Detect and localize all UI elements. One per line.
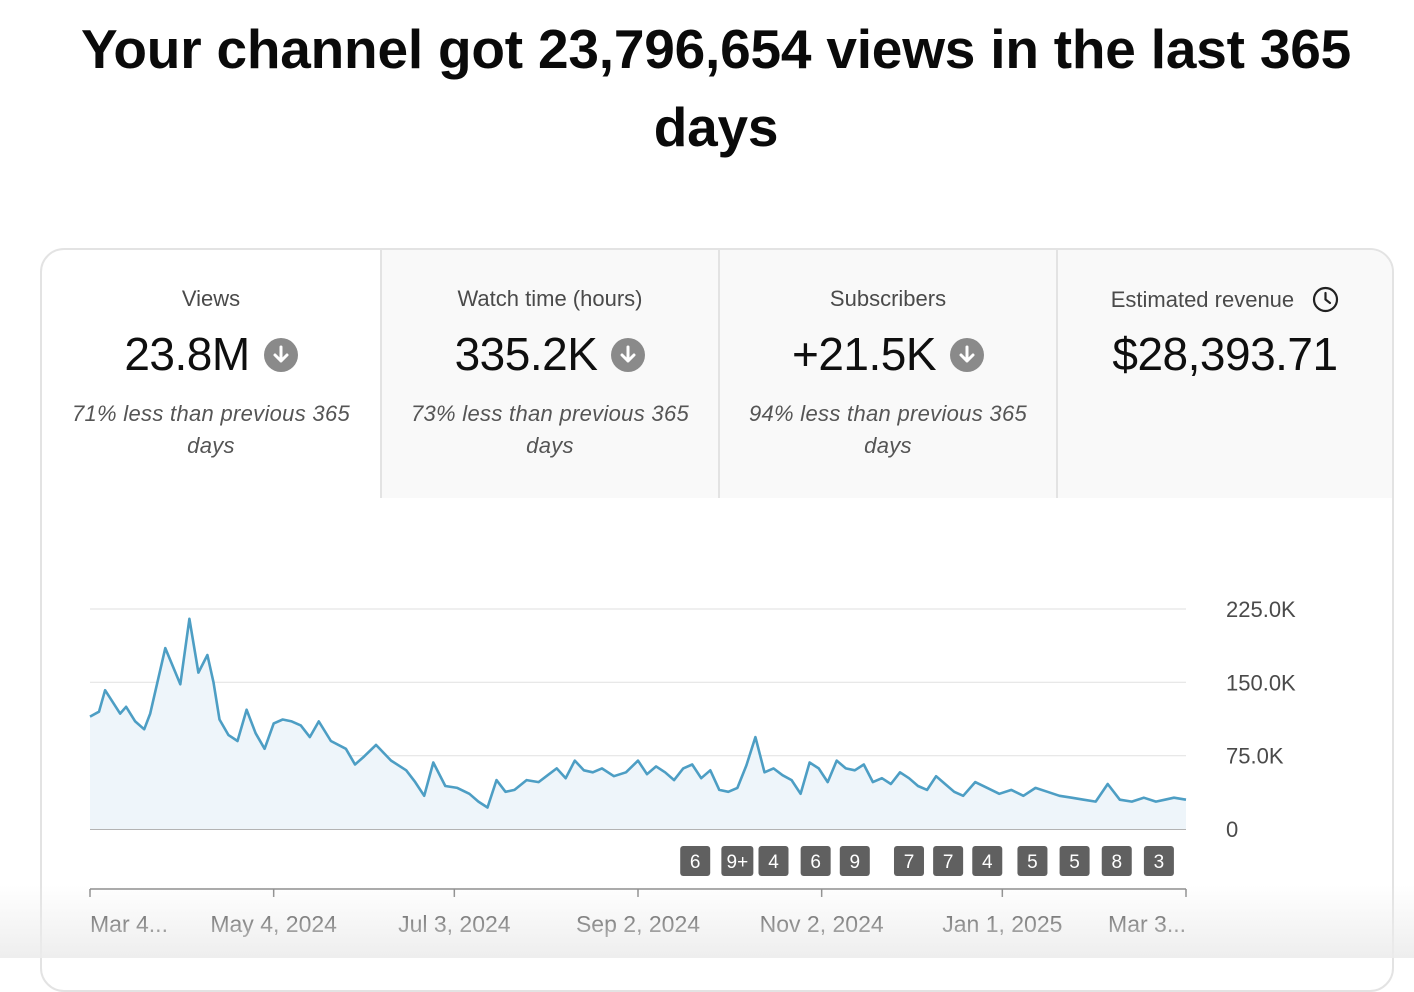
marker-box[interactable]	[721, 846, 754, 876]
x-tick-label: Sep 2, 2024	[576, 911, 700, 937]
marker-box[interactable]	[800, 846, 831, 876]
tab-watch-time-value: 335.2K	[454, 328, 598, 380]
tab-subscribers-note: 94% less than previous 365 days	[748, 401, 1028, 458]
chart-marker[interactable]: 5	[1017, 846, 1048, 876]
x-tick-label: Jul 3, 2024	[398, 911, 511, 937]
marker-label: 6	[810, 852, 821, 873]
marker-label: 5	[1027, 852, 1038, 873]
page-headline: Your channel got 23,796,654 views in the…	[81, 18, 1351, 158]
y-tick-label: 225.0K	[1226, 597, 1296, 622]
marker-label: 4	[982, 852, 993, 873]
marker-label: 9	[850, 852, 861, 873]
chart-marker[interactable]: 4	[758, 846, 789, 876]
chart-marker[interactable]: 4	[972, 846, 1003, 876]
marker-label: 5	[1069, 852, 1080, 873]
arrow-down-icon	[950, 338, 985, 372]
tab-watch-time[interactable]: Watch time (hours) 335.2K 73% less than …	[380, 250, 718, 498]
marker-box[interactable]	[1101, 846, 1132, 876]
views-line[interactable]	[89, 617, 1187, 809]
marker-label: 8	[1111, 852, 1122, 873]
marker-label: 3	[1154, 852, 1165, 873]
x-tick-label: May 4, 2024	[210, 911, 337, 937]
marker-label: 6	[690, 852, 701, 873]
tab-subscribers-label: Subscribers	[829, 286, 947, 311]
chart-marker[interactable]: 3	[1143, 846, 1174, 876]
tab-views-note: 71% less than previous 365 days	[71, 401, 351, 458]
marker-box[interactable]	[1143, 846, 1174, 876]
tab-subscribers-value: +21.5K	[791, 328, 937, 380]
chart-marker[interactable]: 6	[680, 846, 711, 876]
chart-marker[interactable]: 8	[1101, 846, 1132, 876]
tab-estimated-revenue[interactable]: Estimated revenue $28,393.71	[1056, 250, 1392, 498]
metric-tabs: Views 23.8M 71% less than previous 365 d…	[42, 250, 1392, 498]
marker-label: 7	[904, 852, 915, 873]
clock-icon[interactable]	[1312, 286, 1339, 319]
x-tick-label: Jan 1, 2025	[942, 911, 1062, 937]
marker-box[interactable]	[1059, 846, 1090, 876]
marker-box[interactable]	[933, 846, 964, 876]
chart-marker[interactable]: 9+	[721, 846, 754, 876]
tab-views-label: Views	[181, 286, 241, 311]
y-tick-label: 0	[1226, 817, 1238, 842]
x-tick-label: Nov 2, 2024	[760, 911, 884, 937]
views-chart[interactable]: 0 75.0K 150.0K 225.0K 6 9+ 4 6 9 7 7 4 5 5 8 3 Mar 4..…	[0, 0, 1414, 958]
y-tick-label: 75.0K	[1226, 744, 1284, 769]
x-tick-label: Mar 3...	[1108, 911, 1186, 937]
tab-watch-time-label: Watch time (hours)	[457, 286, 643, 311]
marker-box[interactable]	[1017, 846, 1048, 876]
tab-views-value: 23.8M	[124, 328, 250, 380]
y-tick-label: 150.0K	[1226, 670, 1296, 695]
chart-marker[interactable]: 7	[933, 846, 964, 876]
marker-box[interactable]	[680, 846, 711, 876]
tab-subscribers[interactable]: Subscribers +21.5K 94% less than previou…	[718, 250, 1056, 498]
arrow-down-icon	[263, 338, 298, 372]
arrow-down-icon	[611, 338, 646, 372]
chart-marker[interactable]: 6	[800, 846, 831, 876]
marker-box[interactable]	[893, 846, 924, 876]
marker-label: 7	[943, 852, 954, 873]
marker-label: 9+	[727, 852, 749, 873]
chart-marker[interactable]: 7	[893, 846, 924, 876]
chart-marker[interactable]: 9	[839, 846, 870, 876]
marker-box[interactable]	[758, 846, 789, 876]
tab-revenue-label: Estimated revenue	[1110, 287, 1295, 312]
x-tick-label: Mar 4...	[90, 911, 168, 937]
tab-revenue-value: $28,393.71	[1112, 328, 1338, 380]
tab-watch-time-note: 73% less than previous 365 days	[410, 401, 690, 458]
marker-box[interactable]	[839, 846, 870, 876]
marker-label: 4	[768, 852, 779, 873]
marker-box[interactable]	[972, 846, 1003, 876]
tab-views[interactable]: Views 23.8M 71% less than previous 365 d…	[42, 250, 380, 498]
views-area	[90, 618, 1186, 829]
chart-marker[interactable]: 5	[1059, 846, 1090, 876]
